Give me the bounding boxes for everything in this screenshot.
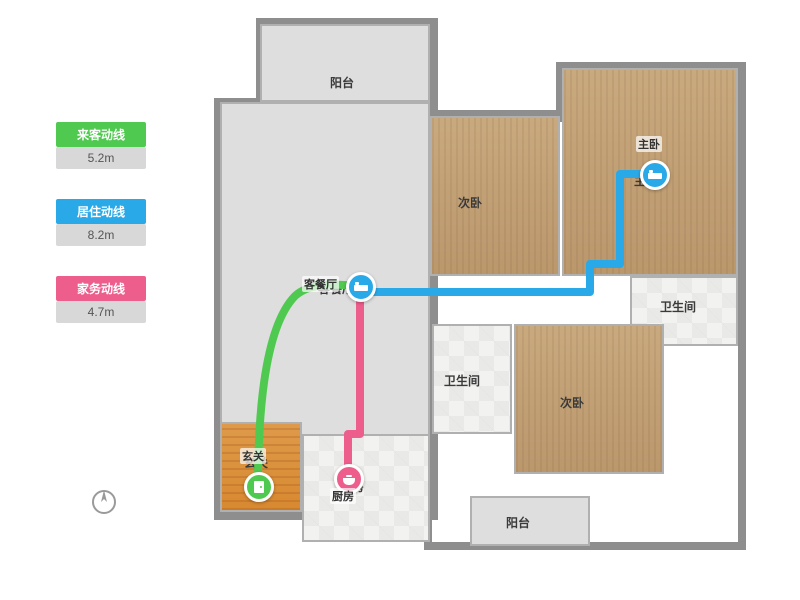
legend-item-house: 家务动线 4.7m bbox=[56, 276, 146, 323]
room-bedroom2-top bbox=[430, 116, 560, 276]
legend-title: 居住动线 bbox=[56, 199, 146, 224]
legend-title: 来客动线 bbox=[56, 122, 146, 147]
room-label: 次卧 bbox=[458, 194, 482, 211]
legend-value: 8.2m bbox=[56, 224, 146, 246]
floorplan: 阳台客餐厅次卧主卧卫生间卫生间次卧厨房玄关阳台 玄关客餐厅厨房主卧 bbox=[200, 24, 760, 564]
room-bedroom2-mid bbox=[514, 324, 664, 474]
node-label: 厨房 bbox=[330, 488, 356, 504]
room-label: 次卧 bbox=[560, 394, 584, 411]
node-entry-node bbox=[244, 472, 274, 502]
node-label: 主卧 bbox=[636, 136, 662, 152]
legend-title: 家务动线 bbox=[56, 276, 146, 301]
legend-item-guest: 来客动线 5.2m bbox=[56, 122, 146, 169]
room-label: 阳台 bbox=[506, 514, 530, 531]
node-living-node bbox=[346, 272, 376, 302]
compass-icon bbox=[90, 488, 118, 516]
legend: 来客动线 5.2m 居住动线 8.2m 家务动线 4.7m bbox=[56, 122, 146, 353]
room-label: 卫生间 bbox=[660, 298, 696, 315]
room-kitchen bbox=[302, 434, 430, 542]
legend-item-living: 居住动线 8.2m bbox=[56, 199, 146, 246]
room-label: 卫生间 bbox=[444, 372, 480, 389]
node-label: 客餐厅 bbox=[302, 276, 339, 292]
node-label: 玄关 bbox=[240, 448, 266, 464]
room-label: 阳台 bbox=[330, 74, 354, 91]
legend-value: 4.7m bbox=[56, 301, 146, 323]
node-master-node bbox=[640, 160, 670, 190]
legend-value: 5.2m bbox=[56, 147, 146, 169]
